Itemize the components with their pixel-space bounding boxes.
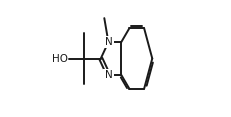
Text: N: N: [104, 70, 112, 80]
Text: HO: HO: [52, 53, 68, 64]
Text: N: N: [104, 37, 112, 47]
